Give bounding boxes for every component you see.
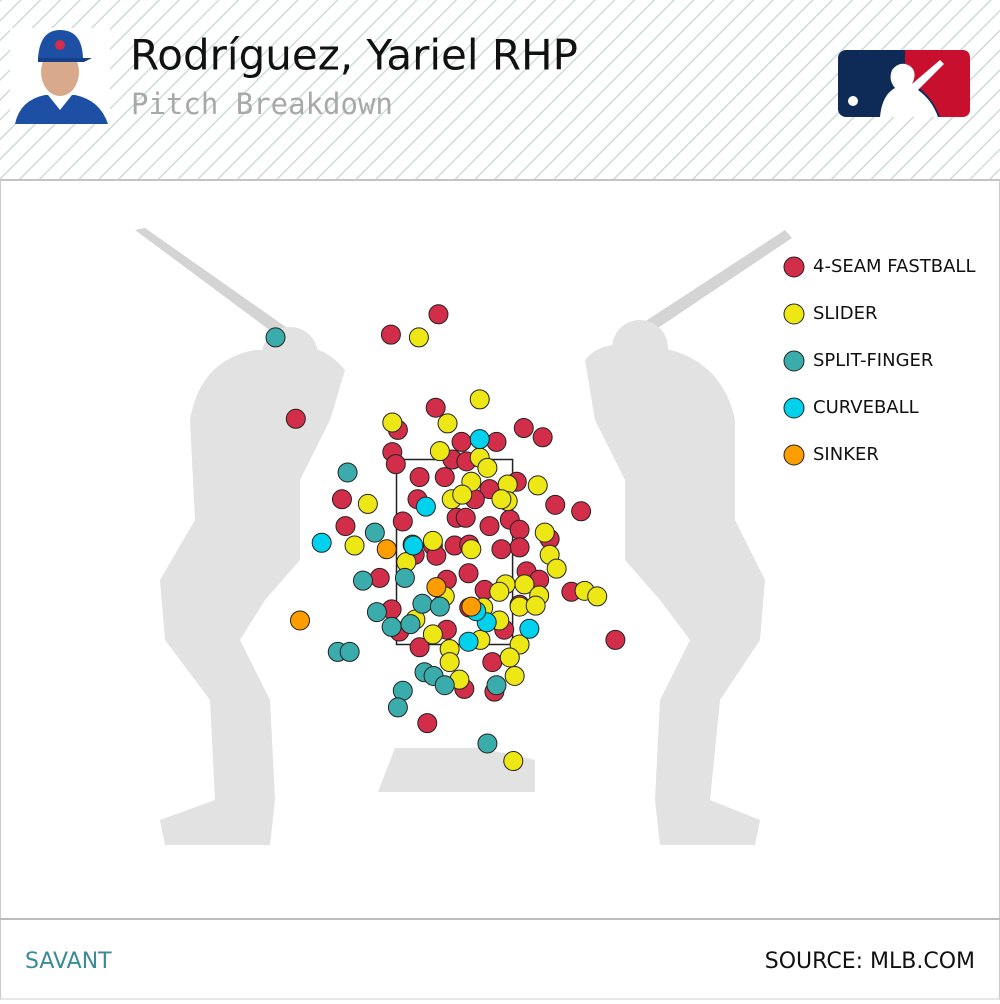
pitch [392, 680, 413, 701]
pitch [486, 675, 507, 696]
pitch [437, 413, 458, 434]
pitch [337, 462, 358, 483]
pitch [439, 652, 460, 673]
footer-right: SOURCE: MLB.COM [765, 949, 975, 974]
pitch [532, 427, 553, 448]
pitch [369, 567, 390, 588]
pitch [469, 389, 490, 410]
pitch [499, 647, 520, 668]
header-band [0, 0, 1000, 180]
pitch [546, 558, 567, 579]
batter-left [135, 228, 345, 845]
mlb-logo [838, 50, 970, 117]
pitch [429, 441, 450, 462]
legend-swatch [783, 256, 805, 278]
pitch [458, 563, 479, 584]
pitch [285, 408, 306, 429]
pitch [461, 539, 482, 560]
pitch [519, 618, 540, 639]
pitch [385, 454, 406, 475]
pitch [477, 733, 498, 754]
pitch [509, 519, 530, 540]
pitch [364, 522, 385, 543]
legend-label: SINKER [813, 444, 879, 465]
legend-label: 4-SEAM FASTBALL [813, 256, 975, 277]
pitch [513, 418, 534, 439]
legend-swatch [783, 303, 805, 325]
pitch [461, 596, 482, 617]
pitch [503, 751, 524, 772]
pitch [458, 631, 479, 652]
pitch [403, 535, 424, 556]
legend-swatch [783, 350, 805, 372]
pitch [426, 577, 447, 598]
headshot [10, 28, 110, 124]
pitch [545, 494, 566, 515]
pitch [366, 602, 387, 623]
pitch [376, 539, 397, 560]
pitch [434, 467, 455, 488]
pitch [265, 327, 286, 348]
pitch [422, 530, 443, 551]
pitch [422, 624, 443, 645]
pitch [489, 581, 510, 602]
subtitle: Pitch Breakdown [131, 87, 393, 121]
pitch [455, 507, 476, 528]
pitch [381, 616, 402, 637]
pitch [571, 501, 592, 522]
pitch [331, 489, 352, 510]
pitch [482, 652, 503, 673]
pitch [509, 537, 530, 558]
batter-right [585, 230, 792, 845]
pitch [451, 431, 472, 452]
pitch [415, 496, 436, 517]
pitch [469, 429, 490, 450]
pitch [425, 397, 446, 418]
pitch [409, 637, 430, 658]
pitch [452, 484, 473, 505]
legend-label: SPLIT-FINGER [813, 350, 933, 371]
footer-left: SAVANT [25, 949, 112, 974]
pitch [380, 324, 401, 345]
legend-label: CURVEBALL [813, 397, 919, 418]
pitch [412, 593, 433, 614]
pitch [400, 614, 421, 635]
legend-swatch [783, 444, 805, 466]
pitch [527, 475, 548, 496]
pitch [382, 412, 403, 433]
legend-label: SLIDER [813, 303, 878, 324]
pitch [587, 586, 608, 607]
home-plate [378, 748, 535, 792]
pitch [394, 567, 415, 588]
title: Rodríguez, Yariel RHP [130, 31, 578, 80]
pitch [428, 304, 449, 325]
pitch [477, 457, 498, 478]
pitch [311, 532, 332, 553]
pitch [344, 535, 365, 556]
pitch [434, 675, 455, 696]
pitch [525, 595, 546, 616]
pitch [392, 511, 413, 532]
pitch [504, 665, 525, 686]
pitch [290, 610, 310, 631]
legend-swatch [783, 397, 805, 419]
pitch [605, 629, 626, 650]
pitch [352, 570, 373, 591]
pitch [491, 489, 512, 510]
pitch [429, 596, 450, 617]
pitch [387, 697, 408, 718]
pitch [479, 516, 500, 537]
pitch [339, 641, 360, 662]
pitch [534, 522, 555, 543]
pitch [409, 467, 430, 488]
pitch [335, 516, 356, 537]
pitch [514, 574, 535, 595]
pitch [486, 431, 507, 452]
pitch [408, 327, 429, 348]
pitch [357, 493, 378, 514]
pitch [491, 539, 512, 560]
pitch [417, 713, 438, 734]
